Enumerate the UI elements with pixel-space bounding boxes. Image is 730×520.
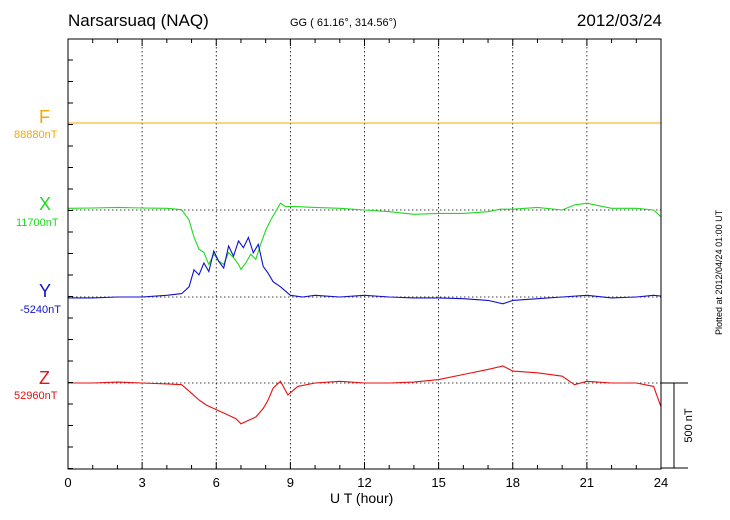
x-tick-label: 24	[654, 475, 668, 490]
baseline-z: 52960nT	[14, 390, 58, 402]
component-label-z: Z	[39, 368, 50, 388]
x-tick-label: 15	[431, 475, 445, 490]
x-tick-label: 6	[213, 475, 220, 490]
x-tick-label: 9	[287, 475, 294, 490]
x-tick-label: 0	[64, 475, 71, 490]
scale-bar-label: 500 nT	[683, 408, 695, 443]
component-label-x: X	[39, 194, 52, 214]
series-layer	[67, 122, 662, 425]
station-title: Narsarsuaq (NAQ)	[68, 11, 209, 30]
chart-grid	[68, 39, 661, 469]
chart-date: 2012/03/24	[576, 11, 662, 30]
x-axis-label: U T (hour)	[330, 490, 394, 506]
x-axis-ticks: 0 3 6 9 12 15 18 21 24	[64, 39, 668, 490]
component-label-y: Y	[39, 281, 52, 301]
x-tick-label: 12	[357, 475, 371, 490]
series-line-z	[68, 365, 662, 425]
scale-bar: 500 nT	[661, 382, 695, 469]
x-tick-label: 18	[506, 475, 520, 490]
baseline-y: -5240nT	[20, 304, 61, 316]
component-label-f: F	[39, 107, 50, 127]
series-line-x	[67, 202, 662, 271]
x-tick-label: 3	[139, 475, 146, 490]
series-line-y	[68, 236, 662, 305]
baseline-x: 11700nT	[16, 217, 59, 229]
x-tick-label: 21	[580, 475, 594, 490]
baseline-f: 88880nT	[14, 129, 58, 141]
geographic-coordinates: GG ( 61.16°, 314.56°)	[290, 17, 397, 29]
plotted-timestamp: Plotted at 2012/04/24 01:00 UT	[714, 209, 724, 335]
